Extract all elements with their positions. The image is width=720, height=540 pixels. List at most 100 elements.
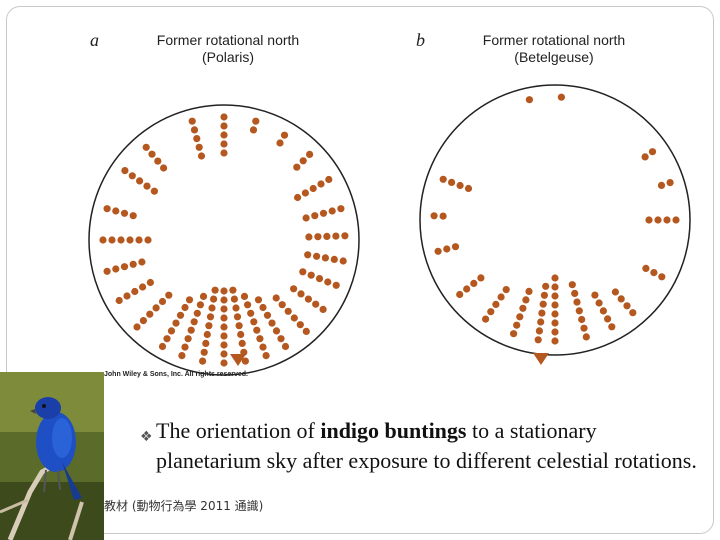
orientation-dot [307, 271, 315, 279]
orientation-dot [208, 304, 216, 312]
orientation-dot [323, 232, 331, 240]
orientation-dot [595, 299, 603, 307]
orientation-dot [309, 184, 317, 193]
orientation-dot [250, 318, 258, 326]
orientation-dot [129, 260, 137, 268]
orientation-dot [573, 298, 581, 306]
orientation-dot [672, 216, 680, 224]
orientation-dot [314, 233, 322, 241]
orientation-dot [464, 184, 473, 193]
orientation-dot [185, 296, 194, 304]
orientation-dot [263, 311, 272, 319]
panel-a-title-line2: (Polaris) [201, 49, 255, 65]
orientation-dot [244, 301, 252, 309]
orientation-dot [220, 350, 228, 358]
indigo-bunting-photo [0, 372, 104, 540]
orientation-dot [332, 232, 340, 240]
orientation-dot [176, 311, 185, 319]
orientation-dot [249, 126, 258, 134]
orientation-dot [188, 117, 196, 125]
orientation-dot [525, 287, 533, 295]
orientation-dot [535, 327, 544, 335]
orientation-dot [582, 333, 590, 341]
orientation-dot [126, 236, 134, 244]
orientation-dot [120, 209, 129, 217]
orientation-dot [294, 193, 302, 202]
orientation-dot [648, 148, 657, 156]
orientation-dot [120, 263, 129, 271]
orientation-dot [551, 319, 559, 327]
orientation-dot [135, 236, 143, 244]
orientation-dot [238, 339, 246, 347]
orientation-dot [178, 352, 186, 360]
orientation-dot [623, 302, 631, 310]
orientation-dot [304, 251, 312, 259]
orientation-dot [443, 245, 451, 253]
orientation-dot [240, 292, 249, 300]
orientation-dot [199, 357, 207, 365]
orientation-dot [199, 292, 208, 300]
orientation-dot [195, 143, 203, 151]
orientation-dot [451, 243, 460, 251]
orientation-dot [321, 254, 329, 262]
bullet-icon: ❖ [140, 429, 153, 445]
orientation-dot [591, 291, 599, 299]
orientation-dot [525, 96, 534, 104]
orientation-dot [324, 278, 332, 286]
orientation-dot [136, 177, 144, 185]
orientation-dot [272, 294, 280, 302]
orientation-dot [220, 113, 228, 121]
orientation-dot [551, 328, 559, 336]
orientation-dot [657, 181, 666, 189]
orientation-dot [268, 319, 276, 327]
orientation-dot [522, 296, 530, 304]
orientation-dot [578, 315, 586, 324]
orientation-dot [128, 172, 136, 180]
orientation-dot [262, 352, 270, 360]
orientation-dot [330, 255, 338, 263]
orientation-dot [150, 187, 158, 195]
orientation-dot [220, 140, 228, 148]
dots-panel-a [99, 113, 349, 367]
orientation-dot [339, 257, 347, 265]
orientation-dot [650, 269, 658, 277]
orientation-dot [196, 301, 204, 309]
orientation-dot [538, 309, 546, 317]
orientation-dot [202, 339, 210, 347]
orientation-dot [663, 216, 671, 224]
orientation-dot [220, 296, 228, 304]
orientation-dot [302, 327, 310, 335]
orientation-dot [154, 157, 162, 165]
orientation-dot [220, 287, 228, 295]
orientation-dot [290, 285, 298, 293]
orientation-dot [190, 318, 198, 326]
orientation-dot [301, 189, 309, 197]
orientation-dot [542, 282, 550, 290]
orientation-dot [237, 330, 245, 339]
orientation-dot [439, 175, 447, 183]
orientation-dot [325, 175, 333, 184]
orientation-figure [88, 84, 691, 376]
orientation-dot [247, 309, 255, 317]
orientation-dot [167, 327, 176, 335]
orientation-dot [142, 143, 150, 151]
orientation-dot [220, 359, 228, 367]
orientation-dot [152, 304, 160, 312]
orientation-dot [254, 296, 263, 304]
orientation-dot [205, 322, 213, 330]
orientation-dot [551, 292, 559, 300]
orientation-dot [319, 209, 328, 217]
orientation-dot [230, 295, 238, 303]
orientation-dot [277, 335, 285, 343]
orientation-dot [293, 163, 301, 171]
orientation-dot [146, 310, 154, 318]
orientation-dot [599, 307, 608, 315]
panel-a-title-line1: Former rotational north [156, 32, 300, 48]
orientation-dot [103, 267, 111, 275]
orientation-dot [232, 304, 240, 312]
orientation-dot [235, 322, 243, 330]
orientation-dot [430, 212, 438, 220]
circle-a [88, 104, 360, 376]
orientation-dot [311, 212, 319, 220]
orientation-dot [280, 131, 289, 139]
